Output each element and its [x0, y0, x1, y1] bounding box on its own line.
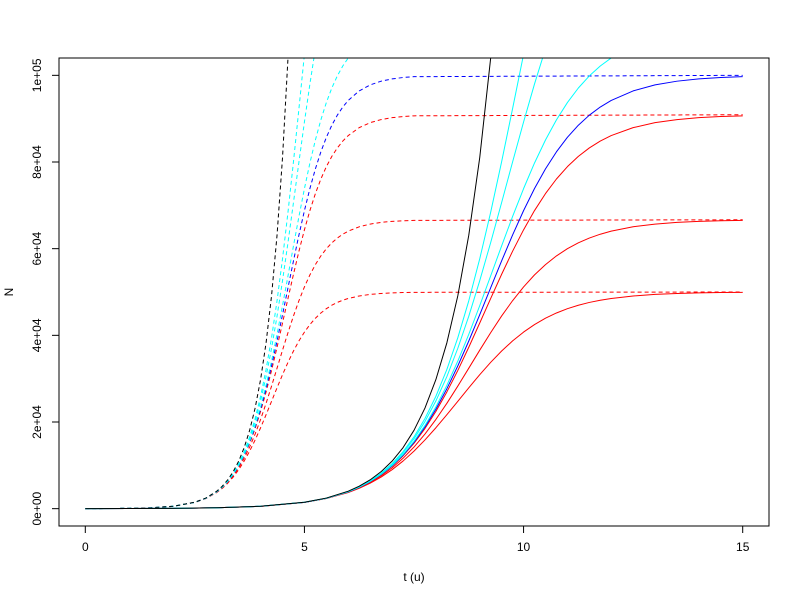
y-tick-label: 0e+00	[30, 491, 44, 525]
y-tick-label: 4e+04	[30, 318, 44, 352]
plot-frame	[58, 57, 770, 527]
y-tick-label: 1e+05	[30, 58, 44, 92]
y-tick-label: 6e+04	[30, 231, 44, 265]
curve	[85, 114, 743, 510]
y-axis-label: N	[2, 288, 16, 297]
curve	[85, 74, 743, 510]
x-tick-label: 5	[301, 540, 308, 554]
curve	[85, 58, 289, 510]
x-axis-label: t (u)	[403, 570, 424, 584]
x-tick-label: 0	[82, 540, 89, 554]
curve	[85, 58, 492, 510]
x-tick-label: 10	[517, 540, 531, 554]
y-tick-label: 8e+04	[30, 145, 44, 179]
x-tick-label: 15	[736, 540, 750, 554]
y-tick-label: 2e+04	[30, 405, 44, 439]
plot-area	[85, 58, 743, 510]
